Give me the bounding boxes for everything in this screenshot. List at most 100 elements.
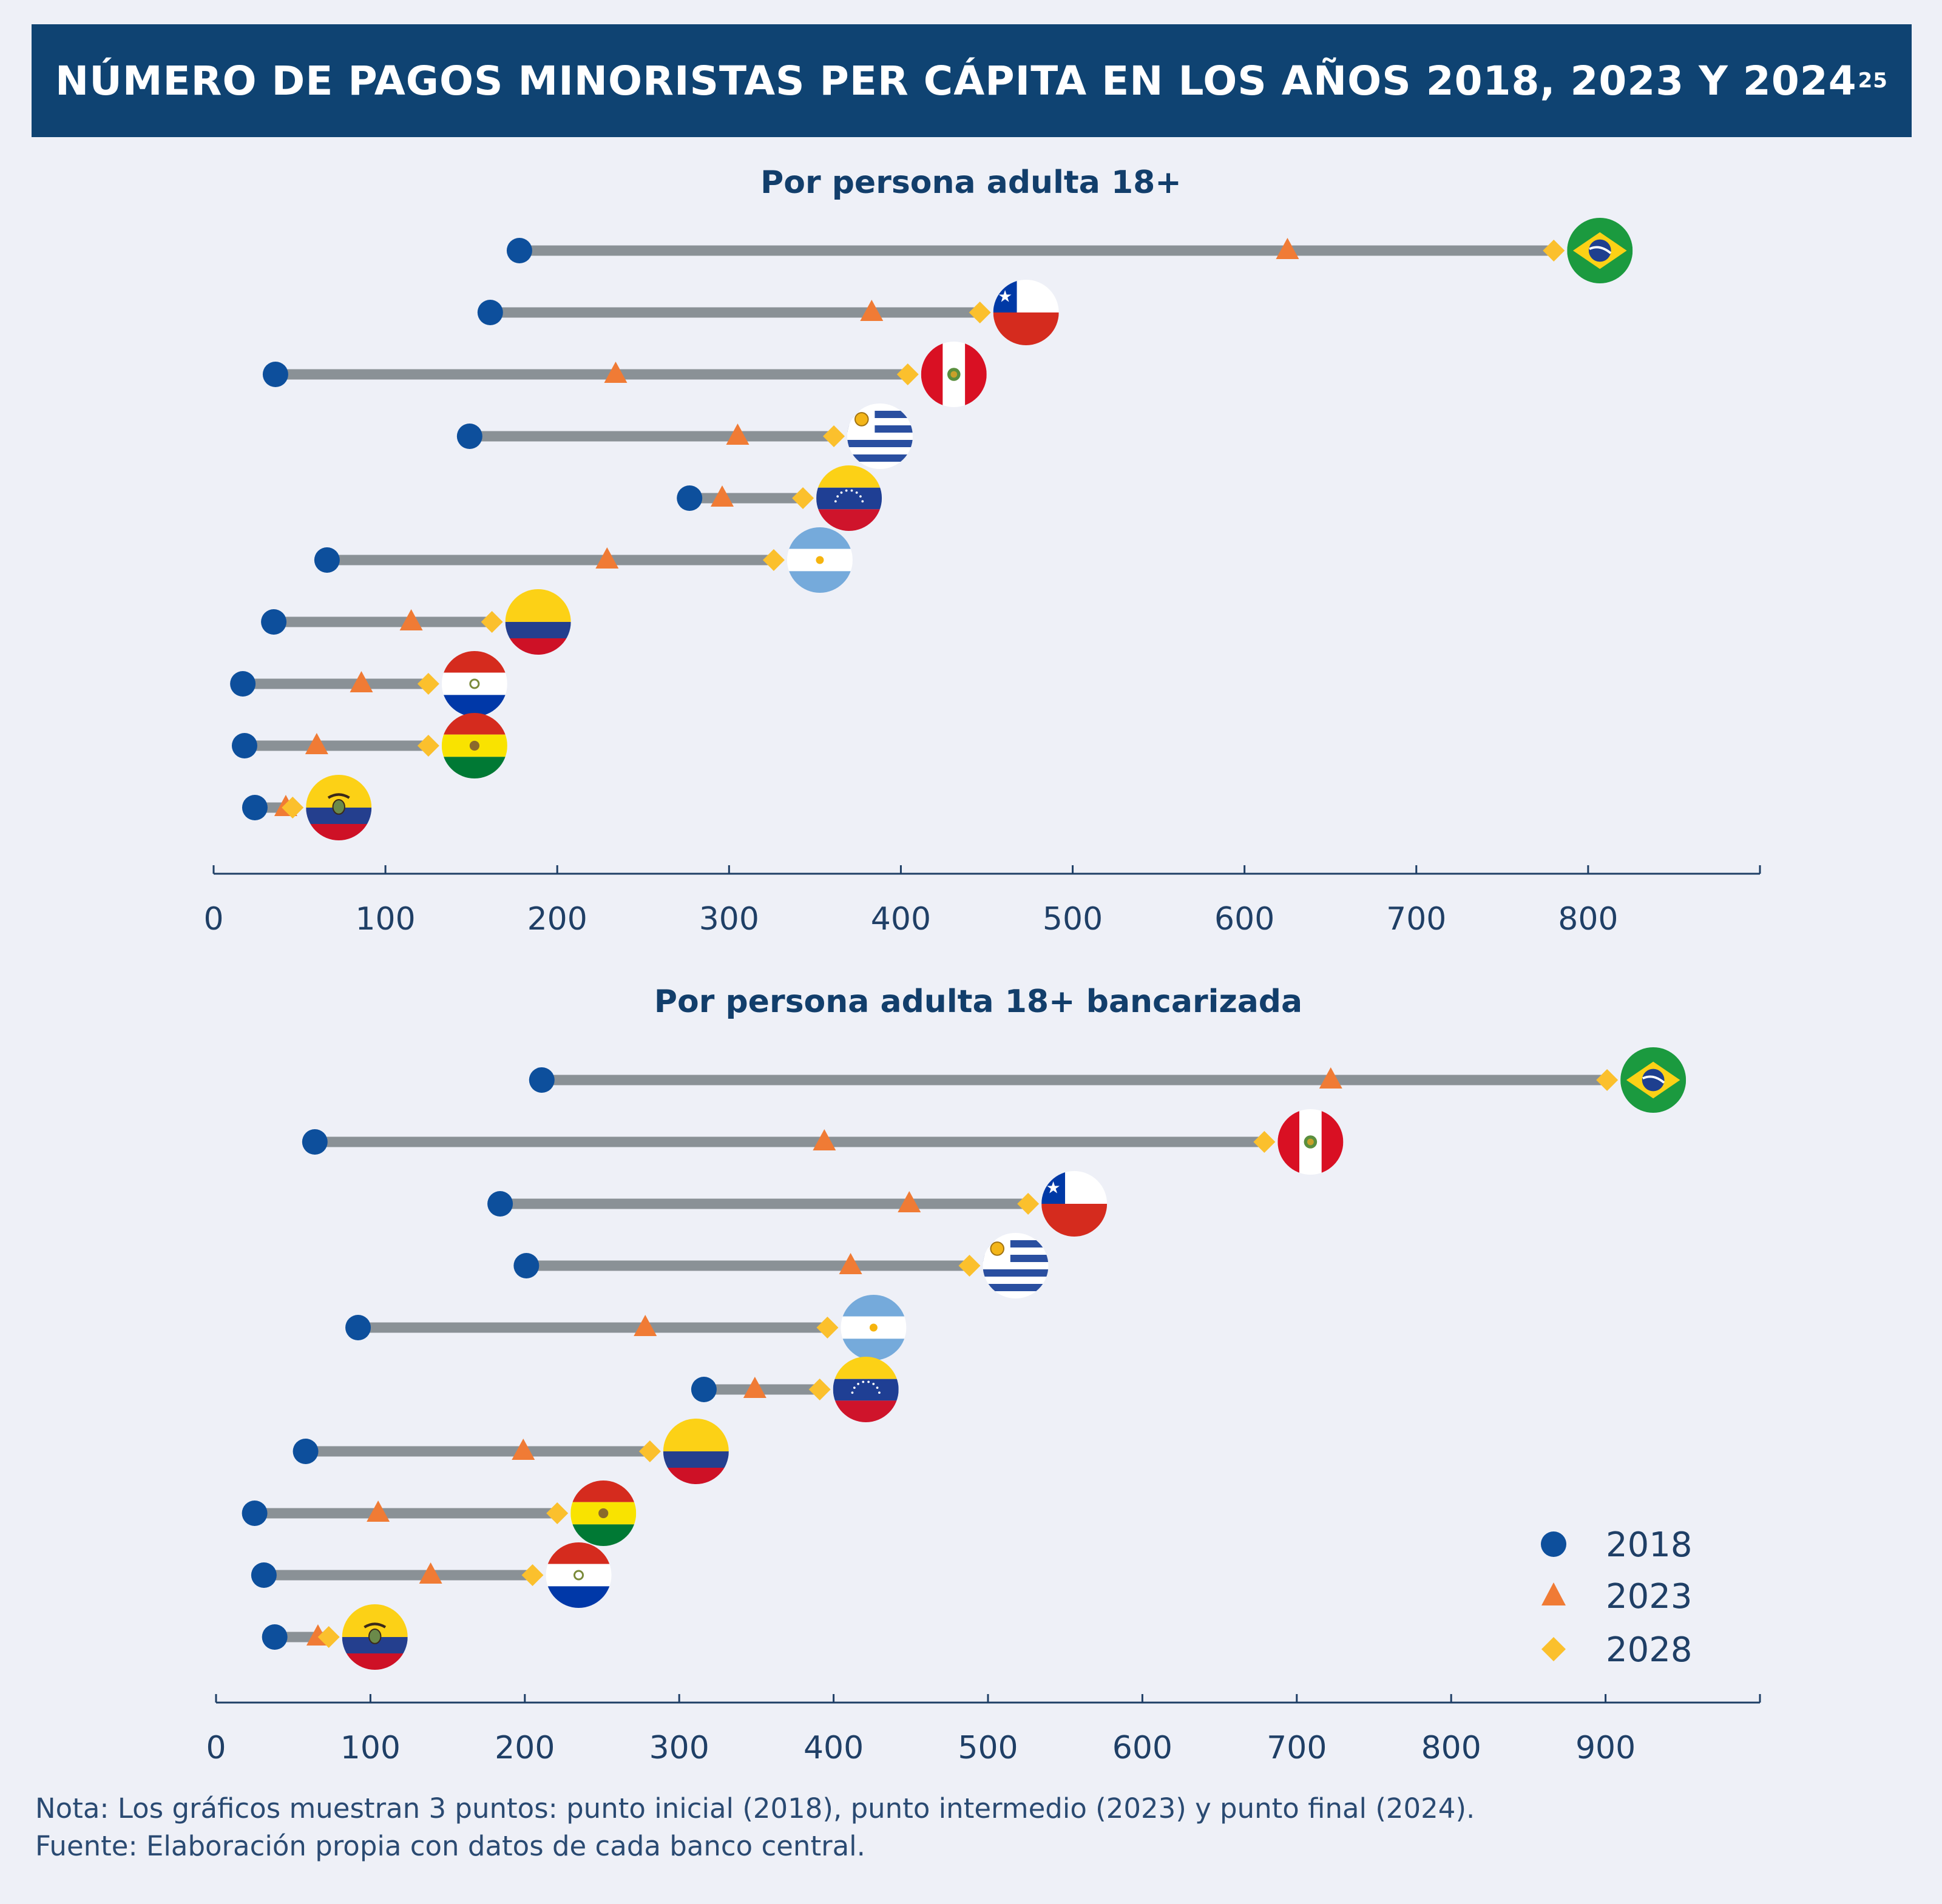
point-final bbox=[1017, 1193, 1040, 1215]
point-final bbox=[958, 1255, 981, 1277]
point-final bbox=[823, 425, 845, 447]
uruguay-flag-icon bbox=[983, 1233, 1049, 1298]
point-2023 bbox=[305, 733, 328, 754]
point-2023 bbox=[399, 609, 423, 630]
row-uruguay bbox=[456, 403, 913, 469]
x-tick-label: 0 bbox=[203, 901, 223, 937]
row-bolivia bbox=[231, 713, 507, 778]
legend-label: 2018 bbox=[1606, 1525, 1693, 1565]
point-final bbox=[969, 302, 991, 323]
colombia-flag-icon bbox=[505, 589, 571, 655]
chile-flag-icon: ★ bbox=[993, 280, 1059, 345]
point-2018 bbox=[487, 1191, 513, 1217]
row-colombia bbox=[261, 589, 571, 655]
x-tick-label: 500 bbox=[958, 1730, 1018, 1766]
legend-label: 2023 bbox=[1606, 1577, 1693, 1616]
point-final bbox=[896, 363, 919, 385]
x-tick-label: 300 bbox=[649, 1730, 709, 1766]
row-bolivia bbox=[242, 1480, 637, 1546]
brazil-flag-icon bbox=[1620, 1047, 1687, 1113]
point-final bbox=[521, 1564, 544, 1586]
argentina-flag-icon bbox=[841, 1295, 907, 1360]
point-2023 bbox=[711, 485, 734, 507]
point-final bbox=[1543, 240, 1565, 262]
x-tick-label: 400 bbox=[871, 901, 931, 937]
row-venezuela bbox=[691, 1357, 899, 1422]
x-tick-label: 100 bbox=[355, 901, 415, 937]
point-2018 bbox=[293, 1439, 319, 1464]
point-final bbox=[792, 487, 814, 509]
point-2018 bbox=[262, 362, 288, 387]
x-tick-label: 800 bbox=[1421, 1730, 1481, 1766]
legend-item: 2023 bbox=[1541, 1577, 1693, 1616]
row-chile: ★ bbox=[477, 280, 1059, 345]
peru-flag-icon bbox=[1277, 1109, 1344, 1175]
x-tick-label: 200 bbox=[527, 901, 587, 937]
ecuador-flag-icon bbox=[342, 1604, 408, 1670]
legend-diamond-icon bbox=[1541, 1637, 1566, 1661]
point-2023 bbox=[839, 1253, 862, 1274]
point-2023 bbox=[367, 1501, 390, 1522]
point-final bbox=[546, 1502, 569, 1524]
point-final bbox=[638, 1440, 661, 1462]
point-final bbox=[808, 1379, 831, 1400]
brazil-flag-icon bbox=[1567, 218, 1633, 283]
point-2023 bbox=[898, 1191, 921, 1212]
row-paraguay bbox=[230, 651, 507, 717]
x-tick-label: 200 bbox=[495, 1730, 555, 1766]
x-tick-label: 300 bbox=[699, 901, 759, 937]
point-2018 bbox=[477, 300, 503, 325]
point-final bbox=[317, 1626, 340, 1648]
point-2018 bbox=[691, 1377, 717, 1402]
x-tick-label: 600 bbox=[1112, 1730, 1172, 1766]
legend-triangle-icon bbox=[1541, 1582, 1566, 1605]
row-venezuela bbox=[677, 465, 882, 531]
point-final bbox=[282, 797, 304, 819]
point-2018 bbox=[677, 485, 703, 511]
ecuador-flag-icon bbox=[306, 775, 372, 840]
legend: 2018 2023 2028 bbox=[1541, 1525, 1693, 1670]
row-perú bbox=[262, 342, 987, 407]
note-text: Nota: Los gráficos muestran 3 puntos: pu… bbox=[35, 1792, 1475, 1825]
footnote-reference: 25 bbox=[1858, 69, 1888, 93]
chart-banner: NÚMERO DE PAGOS MINORISTAS PER CÁPITA EN… bbox=[32, 24, 1912, 137]
point-2018 bbox=[345, 1315, 371, 1340]
chile-flag-icon: ★ bbox=[1041, 1171, 1108, 1237]
point-2023 bbox=[634, 1315, 657, 1336]
x-tick-label: 500 bbox=[1043, 901, 1103, 937]
legend-item: 2028 bbox=[1541, 1630, 1693, 1670]
x-tick-label: 700 bbox=[1267, 1730, 1327, 1766]
point-final bbox=[816, 1317, 839, 1339]
peru-flag-icon bbox=[921, 342, 987, 407]
paraguay-flag-icon bbox=[546, 1542, 612, 1608]
point-2018 bbox=[261, 609, 287, 635]
point-2023 bbox=[1276, 238, 1299, 259]
x-tick-label: 800 bbox=[1558, 901, 1618, 937]
row-brasil bbox=[529, 1047, 1687, 1113]
point-2018 bbox=[513, 1253, 540, 1278]
venezuela-flag-icon bbox=[833, 1357, 899, 1422]
colombia-flag-icon bbox=[663, 1419, 729, 1484]
point-final bbox=[1596, 1069, 1619, 1091]
row-argentina bbox=[314, 527, 853, 593]
point-2023 bbox=[595, 547, 619, 569]
point-2023 bbox=[419, 1562, 442, 1584]
row-argentina bbox=[345, 1295, 907, 1360]
point-2018 bbox=[230, 671, 256, 697]
point-2018 bbox=[506, 238, 532, 263]
argentina-flag-icon bbox=[787, 527, 853, 593]
banner-title: NÚMERO DE PAGOS MINORISTAS PER CÁPITA EN… bbox=[55, 57, 1857, 104]
x-tick-label: 900 bbox=[1575, 1730, 1636, 1766]
svg-text:★: ★ bbox=[1046, 1179, 1060, 1198]
point-2018 bbox=[251, 1562, 277, 1588]
row-colombia bbox=[293, 1419, 729, 1484]
point-final bbox=[417, 735, 439, 757]
chart-panel-1: Por persona adulta 18+ 0 100 200 300 400 500 60… bbox=[203, 164, 1761, 937]
point-2023 bbox=[860, 300, 884, 321]
point-2018 bbox=[314, 547, 340, 573]
point-2018 bbox=[231, 733, 257, 758]
x-tick-label: 0 bbox=[206, 1730, 226, 1766]
x-tick-label: 700 bbox=[1386, 901, 1446, 937]
